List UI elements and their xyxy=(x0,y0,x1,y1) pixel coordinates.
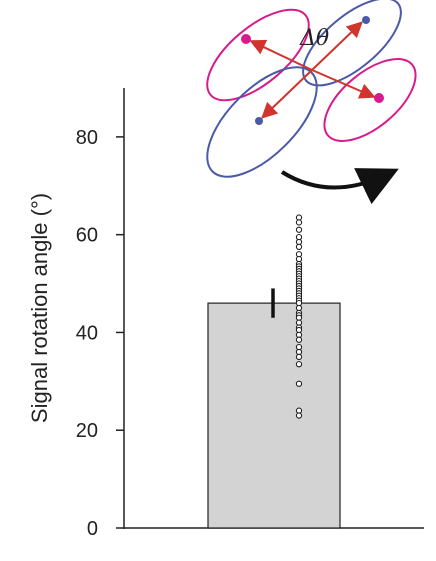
blue-ellipse-lower-left xyxy=(206,66,318,178)
y-ticks: 0 20 40 60 80 xyxy=(76,127,124,540)
inset-schematic: Δθ xyxy=(206,0,417,205)
y-axis-title: Signal rotation angle (°) xyxy=(27,193,52,423)
y-tick-label: 20 xyxy=(76,420,98,442)
red-arrow-to-lower-right xyxy=(311,69,376,99)
data-point xyxy=(295,226,303,233)
data-points xyxy=(295,214,303,419)
data-point xyxy=(295,412,303,419)
blue-dot-upper-right xyxy=(362,16,370,24)
delta-theta-label: Δθ xyxy=(299,26,329,51)
data-point xyxy=(295,336,303,343)
data-point xyxy=(295,243,303,251)
blue-ellipse-upper-right xyxy=(302,0,402,87)
bar-mean xyxy=(207,302,341,529)
pink-ellipse-upper-left xyxy=(206,8,310,102)
red-arrow-to-lower-left xyxy=(261,69,313,119)
pink-dot-lower-right xyxy=(374,93,384,103)
rotation-arrow xyxy=(280,168,399,205)
data-point xyxy=(295,380,303,387)
red-arrow-to-upper-right xyxy=(311,21,363,71)
y-tick-label: 40 xyxy=(76,322,98,344)
pink-dot-upper-left xyxy=(241,34,251,44)
data-point xyxy=(295,353,303,361)
data-point xyxy=(295,219,303,226)
red-arrow-to-upper-left xyxy=(249,39,313,71)
blue-dot-lower-left xyxy=(255,117,263,125)
y-tick-label: 0 xyxy=(87,518,98,540)
y-tick-label: 80 xyxy=(76,127,98,149)
data-point xyxy=(295,361,303,368)
y-tick-label: 60 xyxy=(76,225,98,247)
pink-ellipse-lower-right xyxy=(323,58,417,142)
